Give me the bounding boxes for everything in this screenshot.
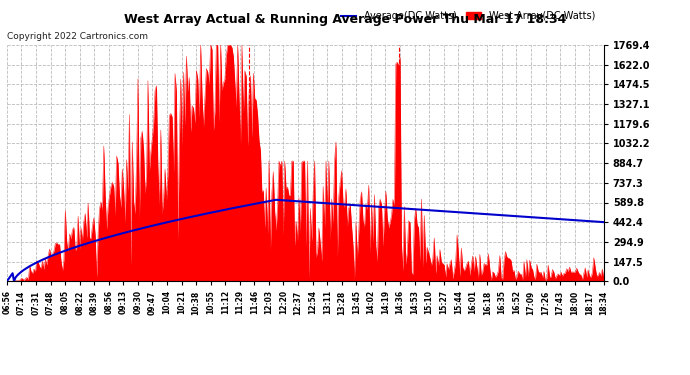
Text: West Array Actual & Running Average Power Thu Mar 17 18:34: West Array Actual & Running Average Powe… xyxy=(124,13,566,26)
Text: Copyright 2022 Cartronics.com: Copyright 2022 Cartronics.com xyxy=(7,32,148,41)
Legend: Average(DC Watts), West Array(DC Watts): Average(DC Watts), West Array(DC Watts) xyxy=(337,8,599,25)
